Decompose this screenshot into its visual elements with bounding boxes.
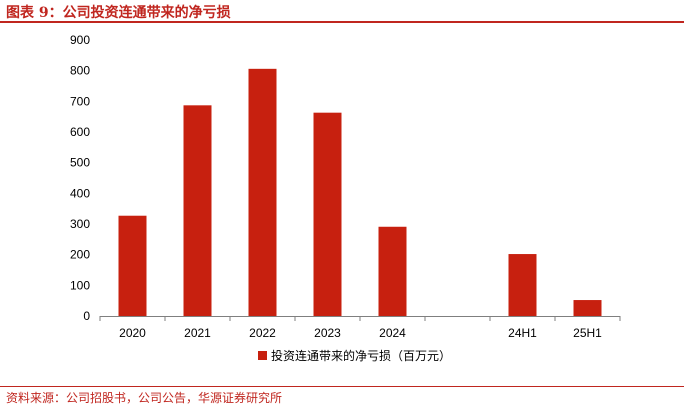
x-tick-label: 2023 [314,326,341,340]
x-tick-label: 2022 [249,326,276,340]
title-rule [0,21,684,23]
y-tick-label: 600 [70,125,90,139]
figure-title: 图表 9：公司投资连通带来的净亏损 [6,5,231,21]
y-tick-label: 0 [83,309,90,323]
y-tick-label: 900 [70,33,90,47]
legend-label: 投资连通带来的净亏损（百万元） [271,348,451,363]
bar-2023 [313,112,342,317]
x-tick-label: 2021 [184,326,211,340]
bar-2021 [183,105,212,316]
y-tick-label: 200 [70,248,90,262]
y-axis: 0 100 200 300 400 500 600 700 800 900 [70,33,90,323]
bar-24H1 [508,254,537,316]
y-tick-label: 300 [70,217,90,231]
bar-2024 [378,226,407,316]
y-tick-label: 800 [70,64,90,78]
y-tick-label: 400 [70,186,90,200]
y-tick-label: 700 [70,94,90,108]
x-tick-label: 25H1 [573,326,602,340]
source-rule [0,386,684,387]
y-tick-label: 500 [70,156,90,170]
legend-swatch [258,351,267,360]
legend: 投资连通带来的净亏损（百万元） [258,348,451,363]
x-tick-label: 2024 [379,326,406,340]
y-tick-label: 100 [70,278,90,292]
x-axis: 2020 2021 2022 2023 2024 24H1 25H1 [99,316,621,340]
bar-2020 [118,215,147,316]
bar-25H1 [573,300,602,316]
x-tick-label: 2020 [119,326,146,340]
bar-2022 [248,68,277,317]
x-tick-label: 24H1 [508,326,537,340]
source-note: 资料来源：公司招股书，公司公告，华源证券研究所 [6,391,283,405]
bars [118,68,602,317]
